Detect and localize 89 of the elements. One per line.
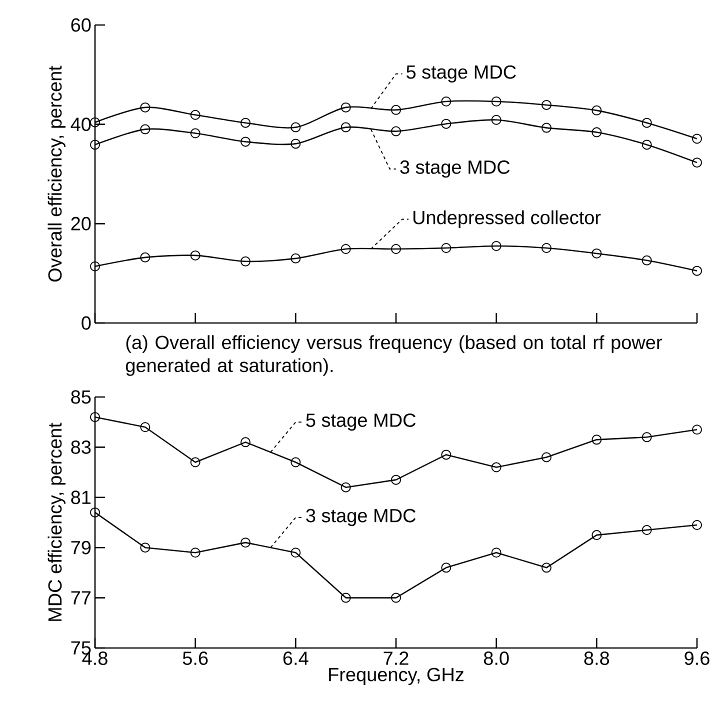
point: [391, 474, 401, 485]
point: [90, 412, 100, 422]
point: [441, 243, 452, 253]
point: [491, 548, 502, 558]
point: [441, 450, 452, 460]
point: [692, 158, 702, 168]
series-label: 5 stage MDC: [306, 413, 416, 431]
point: [340, 482, 351, 492]
series-label: Undepressed collector: [414, 210, 601, 228]
point: [642, 140, 652, 150]
point: [90, 117, 100, 128]
point: [491, 96, 502, 106]
point: [642, 525, 652, 536]
y-tick-label: 79: [71, 540, 91, 554]
point: [491, 241, 502, 252]
y-axis-title: Overall efficiency, percent: [48, 66, 66, 282]
point: [491, 114, 502, 125]
point: [240, 118, 250, 128]
y-tick-label: 81: [71, 490, 91, 504]
point: [642, 255, 652, 266]
point: [692, 134, 702, 144]
point: [642, 432, 652, 442]
point: [240, 437, 250, 448]
y-tick-label: 60: [71, 18, 91, 32]
point: [441, 562, 452, 573]
point: [190, 548, 200, 558]
point: [542, 562, 552, 573]
point: [542, 452, 552, 462]
point: [592, 127, 602, 138]
y-tick-label: 20: [71, 216, 91, 230]
x-tick-label: 7.2: [384, 652, 408, 665]
point: [391, 126, 401, 136]
point: [491, 462, 502, 472]
point: [692, 520, 702, 530]
point: [391, 592, 401, 603]
point: [340, 592, 351, 603]
point: [90, 140, 100, 150]
x-tick-label: 6.4: [283, 652, 308, 665]
point: [140, 422, 150, 432]
x-tick-label: 8.0: [484, 652, 509, 665]
y-tick-label: 77: [71, 591, 91, 604]
point: [240, 256, 250, 266]
series-label: 3 stage MDC: [400, 160, 510, 178]
point: [290, 253, 301, 264]
point: [290, 548, 301, 558]
point: [290, 457, 301, 468]
point: [140, 102, 150, 112]
point: [290, 138, 301, 149]
point: [391, 104, 401, 115]
point: [441, 118, 452, 129]
y-tick-label: 85: [71, 390, 91, 404]
point: [140, 124, 150, 134]
y-axis-title: MDC efficiency, percent: [48, 422, 66, 621]
point: [441, 96, 452, 106]
point: [642, 118, 652, 128]
x-tick-label: 9.6: [684, 652, 710, 665]
series-label: 3 stage MDC: [306, 508, 416, 526]
y-tick-label: 83: [71, 440, 91, 454]
y-tick-label: 0: [82, 316, 91, 330]
point: [340, 122, 351, 132]
point: [340, 244, 351, 254]
x-tick-label: 8.8: [584, 652, 610, 665]
point: [190, 250, 200, 260]
point: [140, 542, 150, 553]
point: [542, 243, 552, 253]
text: (a) Overall efficiency versus frequency (based on total rf power generated at saturation).: [126, 335, 662, 376]
point: [592, 434, 602, 445]
x-tick-label: 5.6: [182, 652, 208, 665]
point: [592, 105, 602, 116]
point: [391, 244, 401, 254]
point: [290, 122, 301, 132]
point: [190, 457, 200, 468]
point: [190, 128, 200, 138]
point: [692, 424, 702, 435]
series-label: 5 stage MDC: [406, 65, 516, 83]
point: [90, 261, 100, 272]
point: [542, 122, 552, 133]
point: [240, 136, 250, 147]
x-axis-title: Frequency, GHz: [329, 668, 464, 686]
y-tick-label: 40: [70, 118, 91, 132]
point: [542, 100, 552, 110]
point: [240, 538, 250, 548]
point: [340, 102, 351, 112]
point: [592, 530, 602, 540]
point: [592, 248, 602, 258]
point: [692, 266, 702, 276]
point: [140, 252, 150, 262]
point: [190, 110, 200, 120]
point: [90, 507, 100, 518]
